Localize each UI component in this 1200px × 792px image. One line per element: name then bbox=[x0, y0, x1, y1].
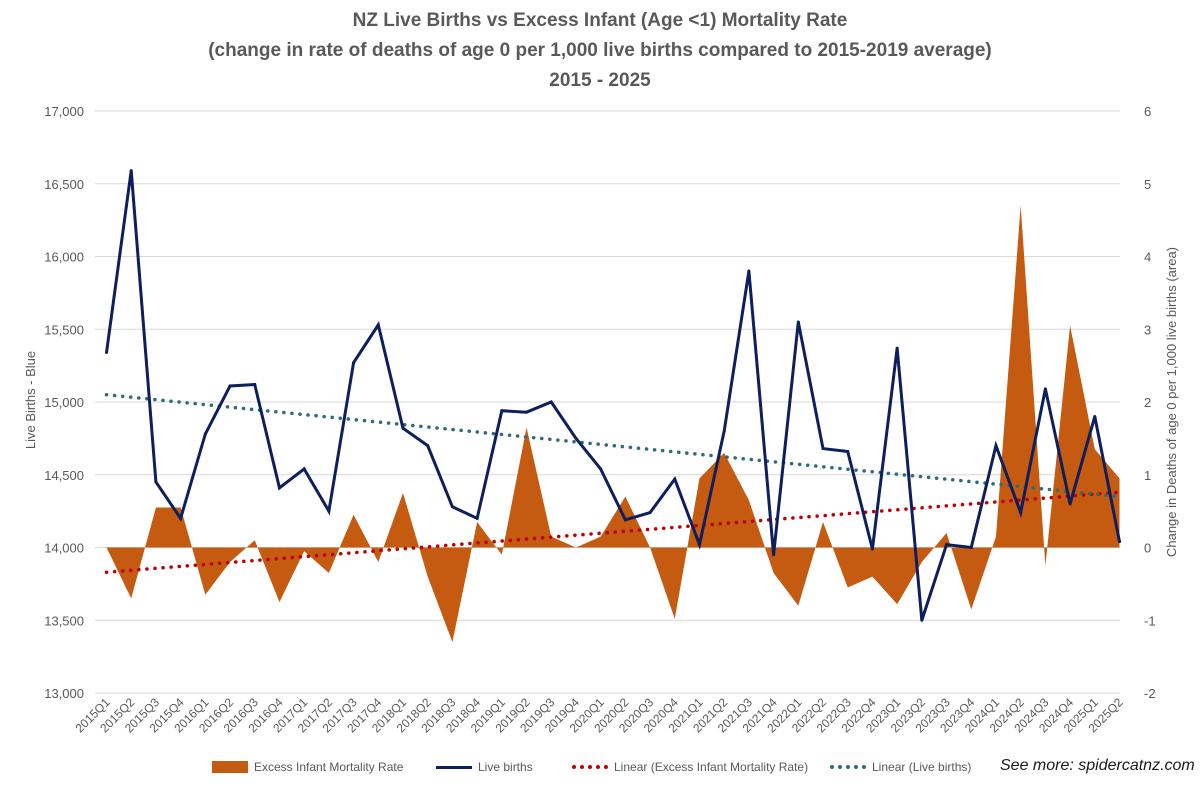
live-births-point bbox=[697, 543, 701, 547]
live-births-point bbox=[722, 429, 726, 433]
live-births-point bbox=[599, 467, 603, 471]
y-left-tick-label: 15,500 bbox=[44, 322, 84, 337]
y-right-tick-label: 1 bbox=[1144, 468, 1151, 483]
y-right-tick-label: 6 bbox=[1144, 104, 1151, 119]
y-axis-left-title: Live Births - Blue bbox=[23, 351, 38, 449]
live-births-point bbox=[352, 361, 356, 365]
live-births-point bbox=[228, 384, 232, 388]
legend-swatch-line bbox=[436, 765, 472, 769]
legend-label: Linear (Excess Infant Mortality Rate) bbox=[614, 760, 809, 774]
y-right-tick-label: 0 bbox=[1144, 541, 1151, 556]
y-right-tick-label: -2 bbox=[1144, 686, 1156, 701]
y-left-tick-label: 14,000 bbox=[44, 541, 84, 556]
y-right-tick-label: 2 bbox=[1144, 395, 1151, 410]
y-left-tick-label: 13,000 bbox=[44, 686, 84, 701]
legend-item-trend-mortality: Linear (Excess Infant Mortality Rate) bbox=[572, 760, 808, 774]
live-births-point bbox=[253, 383, 257, 387]
live-births-point bbox=[945, 543, 949, 547]
live-births-point bbox=[870, 547, 874, 551]
y-right-tick-label: 3 bbox=[1144, 322, 1151, 337]
y-left-tick-label: 15,000 bbox=[44, 395, 84, 410]
live-births-point bbox=[1043, 387, 1047, 391]
live-births-point bbox=[1118, 540, 1121, 544]
legend-item-live-births: Live births bbox=[436, 760, 533, 774]
y-left-tick-label: 14,500 bbox=[44, 468, 84, 483]
live-births-point bbox=[500, 409, 504, 413]
live-births-point bbox=[747, 269, 751, 273]
chart-title: NZ Live Births vs Excess Infant (Age <1)… bbox=[352, 10, 848, 31]
live-births-point bbox=[450, 505, 454, 509]
live-births-point bbox=[623, 518, 627, 522]
live-births-point bbox=[821, 447, 825, 451]
live-births-point bbox=[1093, 415, 1097, 419]
trendline-live-births bbox=[104, 392, 1122, 499]
live-births-point bbox=[154, 480, 158, 484]
chart-date-range: 2015 - 2025 bbox=[549, 70, 651, 91]
live-births-point bbox=[327, 509, 331, 513]
live-births-point bbox=[475, 516, 479, 520]
live-births-point bbox=[1068, 502, 1072, 506]
y-right-tick-label: 4 bbox=[1144, 250, 1151, 265]
live-births-point bbox=[846, 449, 850, 453]
live-births-point bbox=[401, 426, 405, 430]
live-births-point bbox=[1019, 511, 1023, 515]
live-births-point bbox=[574, 436, 578, 440]
live-births-point bbox=[179, 516, 183, 520]
y-left-tick-label: 13,500 bbox=[44, 613, 84, 628]
live-births-point bbox=[994, 444, 998, 448]
y-left-tick-label: 16,500 bbox=[44, 177, 84, 192]
y-left-tick-label: 16,000 bbox=[44, 250, 84, 265]
legend-item-trend-births: Linear (Live births) bbox=[830, 760, 971, 774]
live-births-point bbox=[648, 511, 652, 515]
credit-text: See more: spidercatnz.com bbox=[1000, 757, 1195, 774]
live-births-point bbox=[920, 618, 924, 622]
live-births-point bbox=[376, 323, 380, 327]
live-births-point bbox=[895, 346, 899, 350]
y-left-tick-label: 17,000 bbox=[44, 104, 84, 119]
live-births-point bbox=[129, 169, 133, 173]
area-excess-infant-mortality bbox=[106, 205, 1120, 643]
legend-swatch-dotted-red bbox=[572, 765, 608, 769]
legend-label: Live births bbox=[478, 760, 533, 774]
legend-swatch-dotted-teal bbox=[830, 765, 866, 769]
live-births-point bbox=[203, 432, 207, 436]
live-births-point bbox=[426, 444, 430, 448]
live-births-point bbox=[302, 467, 306, 471]
live-births-point bbox=[549, 400, 553, 404]
y-axis-right-title: Change in Deaths of age 0 per 1,000 live… bbox=[1164, 247, 1179, 557]
trendline-excess-mortality bbox=[104, 490, 1122, 574]
legend-swatch-area bbox=[212, 761, 248, 773]
live-births-point bbox=[673, 477, 677, 481]
legend-item-excess-mortality: Excess Infant Mortality Rate bbox=[212, 760, 403, 774]
legend: Excess Infant Mortality Rate Live births… bbox=[0, 757, 1200, 780]
live-births-point bbox=[277, 486, 281, 490]
live-births-point bbox=[969, 546, 973, 549]
live-births-point bbox=[772, 553, 776, 557]
live-births-point bbox=[525, 410, 529, 414]
legend-label: Excess Infant Mortality Rate bbox=[254, 760, 404, 774]
live-births-point bbox=[796, 320, 800, 324]
legend-label: Linear (Live births) bbox=[872, 760, 972, 774]
chart-subtitle: (change in rate of deaths of age 0 per 1… bbox=[208, 40, 992, 61]
y-right-tick-label: -1 bbox=[1144, 613, 1156, 628]
y-right-tick-label: 5 bbox=[1144, 177, 1151, 192]
line-live-births bbox=[105, 170, 1121, 621]
live-births-point bbox=[105, 351, 108, 355]
